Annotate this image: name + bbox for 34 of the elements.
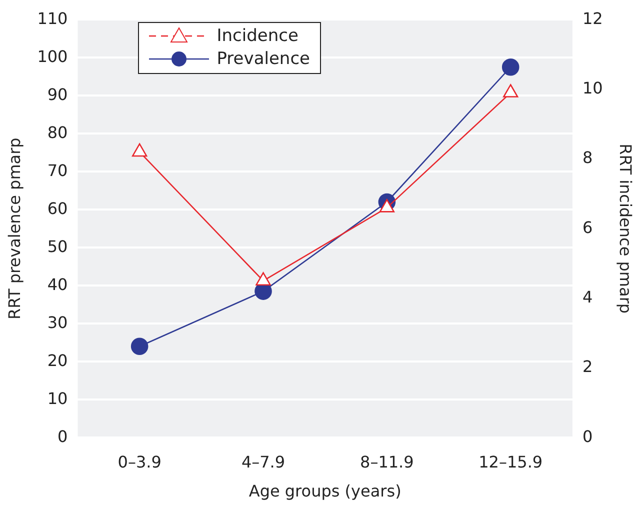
y-tick-label: 60 (47, 198, 68, 218)
y2-tick-label: 6 (582, 218, 593, 237)
point (132, 143, 148, 157)
y2-tick-label: 0 (582, 426, 593, 446)
y-tick-label: 30 (47, 312, 68, 332)
y-tick-label: 40 (47, 274, 68, 294)
y2-tick-label: 10 (582, 78, 603, 98)
point (503, 84, 518, 98)
point (130, 338, 148, 356)
y-tick-label: 20 (47, 350, 68, 370)
y-tick-label: 110 (37, 8, 68, 28)
point (256, 272, 271, 286)
x-tick-label: 8–11.9 (360, 452, 414, 472)
point (379, 199, 395, 212)
x-tick-label: 12–15.9 (478, 452, 543, 472)
x-tick-label: 0–3.9 (118, 452, 162, 472)
y-tick-label: 100 (37, 46, 68, 66)
y2-axis-title: RRT incidence pmarp (616, 144, 636, 314)
y-tick-label: 80 (47, 122, 68, 142)
x-axis-title: Age groups (years) (248, 482, 402, 501)
y2-tick-label: 8 (582, 148, 593, 168)
point (502, 58, 520, 76)
y-tick-label: 0 (58, 426, 68, 446)
y2-tick-label: 12 (582, 8, 603, 28)
y2-tick-label: 4 (582, 287, 593, 306)
y-tick-label: 50 (47, 236, 68, 256)
legend-label: Prevalence (216, 49, 310, 70)
x-tick-label: 4–7.9 (241, 452, 286, 472)
y-tick-label: 70 (47, 160, 68, 180)
y2-tick-label: 2 (582, 357, 593, 376)
y-tick-label: 90 (47, 84, 68, 104)
legend-label: Incidence (216, 26, 298, 46)
y-axis-title: RRT prevalence pmarp (4, 138, 24, 320)
y-tick-label: 10 (47, 388, 68, 408)
